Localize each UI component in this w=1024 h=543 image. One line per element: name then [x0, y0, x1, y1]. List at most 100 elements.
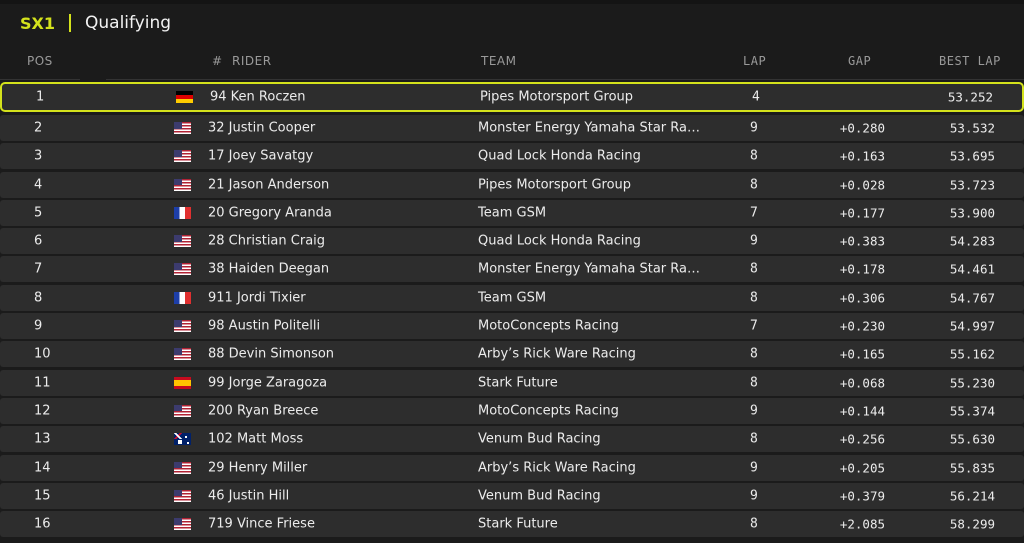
position: 8 [34, 290, 43, 306]
team-name: Arby’s Rick Ware Racing [478, 346, 636, 362]
col-pos: POS [27, 54, 53, 68]
flag-us-icon [174, 263, 191, 276]
table-row[interactable]: 14 29 Henry Miller Arby’s Rick Ware Racing… [0, 454, 1024, 481]
best-lap-time: 55.230 [949, 375, 995, 391]
table-row[interactable]: 8 911 Jordi Tixier Team GSM 8 +0.306 54.767 [0, 284, 1024, 311]
rider-name: 94 Ken Roczen [210, 89, 306, 105]
rider-name: 32 Justin Cooper [208, 120, 316, 136]
flag-us-icon [174, 320, 191, 333]
table-header: POS # RIDER TEAM LAP GAP BEST LAP [0, 54, 1024, 72]
team-name: Venum Bud Racing [478, 431, 601, 447]
col-number: # [212, 54, 223, 68]
flag-fr-icon [174, 206, 191, 219]
gap-time: +0.280 [839, 120, 885, 136]
rider-name: 99 Jorge Zaragoza [208, 375, 328, 391]
lap-count: 4 [752, 89, 760, 105]
flag-us-icon [174, 150, 191, 163]
lap-count: 8 [750, 516, 758, 532]
team-name: MotoConcepts Racing [478, 318, 619, 334]
best-lap-time: 53.252 [947, 89, 993, 105]
rider-name: 102 Matt Moss [208, 431, 304, 447]
rider-name: 21 Jason Anderson [208, 177, 330, 193]
gap-time: +0.256 [839, 431, 885, 447]
rider-name: 17 Joey Savatgy [208, 148, 314, 164]
best-lap-time: 55.374 [949, 403, 995, 419]
lap-count: 8 [750, 261, 758, 277]
position: 9 [34, 318, 43, 334]
gap-time: +0.028 [839, 177, 885, 193]
col-team: TEAM [481, 54, 517, 68]
table-row[interactable]: 6 28 Christian Craig Quad Lock Honda Racin… [0, 228, 1024, 255]
rider-name: 719 Vince Friese [208, 516, 315, 532]
lap-count: 9 [750, 403, 758, 419]
best-lap-time: 56.214 [949, 488, 995, 504]
table-row[interactable]: 1 94 Ken Roczen Pipes Motorsport Group 4 53.… [0, 82, 1024, 112]
table-row[interactable]: 16 719 Vince Friese Stark Future 8 +2.085 58.… [0, 511, 1024, 538]
series-label: SX1 [20, 13, 55, 33]
flag-au-icon [174, 433, 191, 446]
position: 2 [34, 120, 43, 136]
position: 15 [34, 488, 51, 504]
position: 11 [34, 375, 51, 391]
gap-time: +0.144 [839, 403, 885, 419]
table-row[interactable]: 7 38 Haiden Deegan Monster Energy Yamaha S… [0, 256, 1024, 283]
rider-name: 29 Henry Miller [208, 460, 308, 476]
lap-count: 8 [750, 431, 758, 447]
flag-us-icon [174, 348, 191, 361]
team-name: Venum Bud Racing [478, 488, 601, 504]
col-best-lap: BEST LAP [939, 54, 1001, 68]
team-name: Team GSM [478, 205, 547, 221]
table-row[interactable]: 12 200 Ryan Breece MotoConcepts Racing 9 +0.… [0, 397, 1024, 424]
title-divider [69, 14, 71, 32]
rider-name: 46 Justin Hill [208, 488, 290, 504]
position: 3 [34, 148, 43, 164]
position: 13 [34, 431, 51, 447]
lap-count: 8 [750, 346, 758, 362]
table-row[interactable]: 11 99 Jorge Zaragoza Stark Future 8 +0.068 55… [0, 369, 1024, 396]
gap-time: +2.085 [839, 516, 885, 532]
gap-time: +0.383 [839, 233, 885, 249]
header-divider [0, 79, 80, 80]
best-lap-time: 53.695 [949, 148, 995, 164]
flag-us-icon [174, 518, 191, 531]
lap-count: 8 [750, 375, 758, 391]
best-lap-time: 54.461 [949, 261, 995, 277]
results-table: 1 94 Ken Roczen Pipes Motorsport Group 4 53.… [0, 82, 1024, 539]
team-name: Pipes Motorsport Group [478, 177, 632, 193]
best-lap-time: 55.630 [949, 431, 995, 447]
lap-count: 7 [750, 318, 758, 334]
gap-time: +0.177 [839, 205, 885, 221]
table-row[interactable]: 5 20 Gregory Aranda Team GSM 7 +0.177 53.900 [0, 199, 1024, 226]
table-row[interactable]: 4 21 Jason Anderson Pipes Motorsport Group… [0, 171, 1024, 198]
table-row[interactable]: 10 88 Devin Simonson Arby’s Rick Ware Raci… [0, 341, 1024, 368]
col-lap: LAP [743, 54, 767, 68]
gap-time: +0.379 [839, 488, 885, 504]
position: 5 [34, 205, 43, 221]
flag-us-icon [174, 461, 191, 474]
flag-us-icon [174, 122, 191, 134]
position: 16 [34, 516, 51, 532]
position: 7 [34, 261, 43, 277]
rider-name: 98 Austin Politelli [208, 318, 321, 334]
best-lap-time: 54.997 [949, 318, 995, 334]
lap-count: 7 [750, 205, 758, 221]
best-lap-time: 54.283 [949, 233, 995, 249]
table-row[interactable]: 15 46 Justin Hill Venum Bud Racing 9 +0.379 5… [0, 482, 1024, 509]
rider-name: 911 Jordi Tixier [208, 290, 306, 306]
lap-count: 9 [750, 460, 758, 476]
position: 6 [34, 233, 43, 249]
best-lap-time: 53.723 [949, 177, 995, 193]
table-row[interactable]: 9 98 Austin Politelli MotoConcepts Racing 7… [0, 313, 1024, 340]
team-name: Stark Future [478, 375, 558, 391]
rider-name: 88 Devin Simonson [208, 346, 335, 362]
gap-time: +0.205 [839, 460, 885, 476]
gap-time: +0.178 [839, 261, 885, 277]
team-name: Stark Future [478, 516, 558, 532]
best-lap-time: 55.162 [949, 346, 995, 362]
flag-us-icon [174, 235, 191, 248]
table-row[interactable]: 3 17 Joey Savatgy Quad Lock Honda Racing 8 +… [0, 143, 1024, 170]
lap-count: 8 [750, 177, 758, 193]
table-row[interactable]: 13 102 Matt Moss Venum Bud Racing 8 +0.256 55… [0, 426, 1024, 453]
table-row[interactable]: 2 32 Justin Cooper Monster Energy Yamaha S… [0, 115, 1024, 141]
gap-time: +0.068 [839, 375, 885, 391]
